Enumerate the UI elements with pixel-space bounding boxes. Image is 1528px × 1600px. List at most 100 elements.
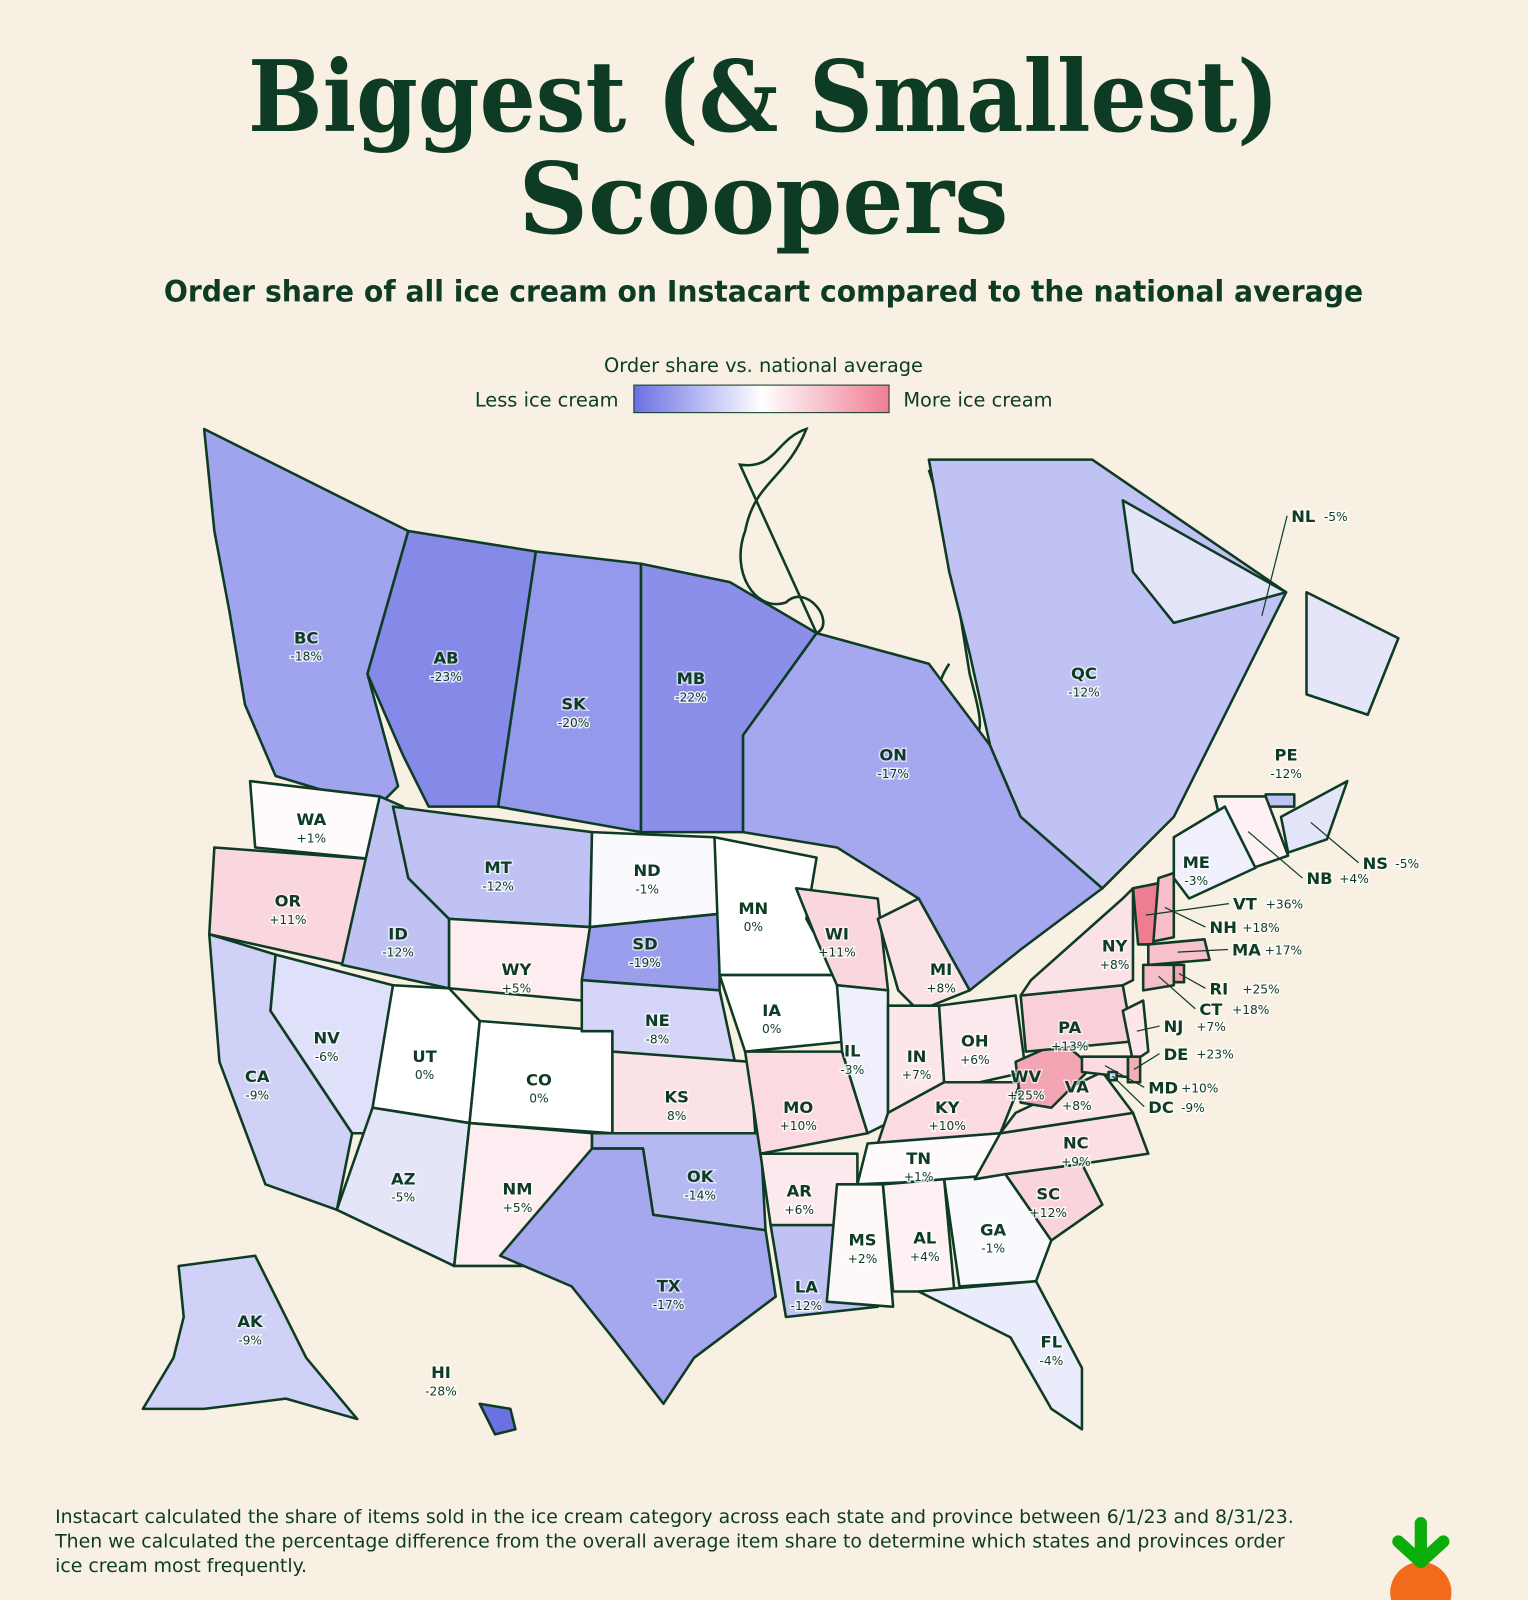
region-code: ON <box>879 746 907 765</box>
region-code: TX <box>657 1276 681 1295</box>
region-code: NS <box>1363 854 1388 873</box>
region-value: +9% <box>1061 1155 1091 1169</box>
region <box>141 1254 359 1421</box>
region <box>917 1279 1084 1431</box>
region-code: SK <box>561 695 587 714</box>
region-code: NB <box>1307 869 1333 888</box>
legend-high: More ice cream <box>903 389 1052 412</box>
region-code: WY <box>502 960 532 979</box>
region <box>741 631 1104 992</box>
footnote-line: Then we calculated the percentage differ… <box>54 1531 1285 1553</box>
leader-line <box>1261 515 1288 617</box>
region-code: NY <box>1102 937 1128 956</box>
region-code: DC <box>1148 1098 1174 1117</box>
region-value: -23% <box>430 670 462 684</box>
region-value: +10% <box>779 1119 816 1133</box>
region-code: WA <box>296 810 326 829</box>
region-value: -3% <box>1184 874 1208 888</box>
leader-line <box>1136 1025 1160 1032</box>
leader-line <box>1247 831 1303 879</box>
region-value: +4% <box>910 1250 940 1264</box>
region-code: ID <box>388 924 408 943</box>
region-value: -1% <box>635 882 659 896</box>
region-code: NE <box>645 1011 670 1030</box>
region-code: ND <box>634 861 661 880</box>
region-code: LA <box>795 1277 818 1296</box>
region-value: +1% <box>904 1170 934 1184</box>
region-value: +2% <box>848 1252 878 1266</box>
region-value: -5% <box>1324 510 1348 524</box>
region-code: NH <box>1210 918 1237 937</box>
leader-line <box>1177 948 1228 953</box>
region <box>1141 963 1176 992</box>
region-code: IN <box>907 1047 927 1066</box>
region-value: -9% <box>245 1089 269 1103</box>
logo <box>1390 1517 1452 1600</box>
region-value: +8% <box>926 981 956 995</box>
region-value: +25% <box>1242 982 1279 996</box>
region-value: -1% <box>981 1242 1005 1256</box>
region-code: IA <box>762 1001 781 1020</box>
region-value: +5% <box>502 981 532 995</box>
region-code: ME <box>1183 853 1210 872</box>
region <box>478 1402 517 1436</box>
region-value: -14% <box>684 1189 716 1203</box>
region-code: NM <box>503 1180 533 1199</box>
region-value: +4% <box>1339 872 1369 886</box>
region <box>876 1080 1022 1145</box>
region-code: CA <box>245 1067 270 1086</box>
region-code: AL <box>913 1228 936 1247</box>
region-code: SC <box>1036 1185 1060 1204</box>
region-value: -18% <box>290 650 322 664</box>
region-code: NV <box>313 1028 340 1047</box>
region-value: -6% <box>315 1050 339 1064</box>
region-code: NC <box>1063 1134 1089 1153</box>
region-code: RI <box>1210 979 1229 998</box>
title: Scoopers <box>519 142 1009 257</box>
region-code: GA <box>980 1220 1006 1239</box>
region-value: -12% <box>1068 685 1100 699</box>
region-code: OH <box>961 1032 989 1051</box>
region-code: MT <box>484 858 512 877</box>
legend-title: Order share vs. national average <box>604 354 923 377</box>
region-value: 0% <box>744 920 763 934</box>
region-value: -5% <box>1395 857 1419 871</box>
region-value: -22% <box>675 691 707 705</box>
legend-low: Less ice cream <box>475 389 619 412</box>
region-code: MB <box>677 669 706 688</box>
region-value: +10% <box>1181 1081 1218 1095</box>
region-code: SD <box>632 935 657 954</box>
region-code: CO <box>526 1070 552 1089</box>
regions <box>141 427 1400 1436</box>
footnote-line: Instacart calculated the share of items … <box>55 1506 1294 1528</box>
region-value: +17% <box>1265 944 1302 958</box>
region-value: -9% <box>1181 1101 1205 1115</box>
region-code: OK <box>687 1167 715 1186</box>
region <box>835 983 890 1135</box>
region-value: +6% <box>960 1053 990 1067</box>
leader-line <box>1133 1053 1160 1070</box>
region-code: HI <box>431 1363 451 1382</box>
region-code: KS <box>665 1088 689 1107</box>
region-value: +13% <box>1051 1040 1088 1054</box>
region-value: 0% <box>529 1092 548 1106</box>
region <box>1152 871 1176 943</box>
region-value: +7% <box>902 1068 932 1082</box>
coastline <box>737 426 825 635</box>
region <box>1172 805 1257 900</box>
region <box>1121 999 1150 1064</box>
region-value: +1% <box>296 831 326 845</box>
region-value: -12% <box>382 946 414 960</box>
region-value: -19% <box>629 956 661 970</box>
region <box>876 897 971 1013</box>
region-code: VA <box>1065 1077 1090 1096</box>
region-code: PA <box>1058 1018 1081 1037</box>
region-code: FL <box>1041 1333 1063 1352</box>
leader-line <box>1178 972 1206 989</box>
region-code: AK <box>237 1312 264 1331</box>
region-value: +6% <box>784 1203 814 1217</box>
region-value: -8% <box>645 1032 669 1046</box>
region-code: DE <box>1164 1045 1189 1064</box>
region-value: -12% <box>791 1299 823 1313</box>
